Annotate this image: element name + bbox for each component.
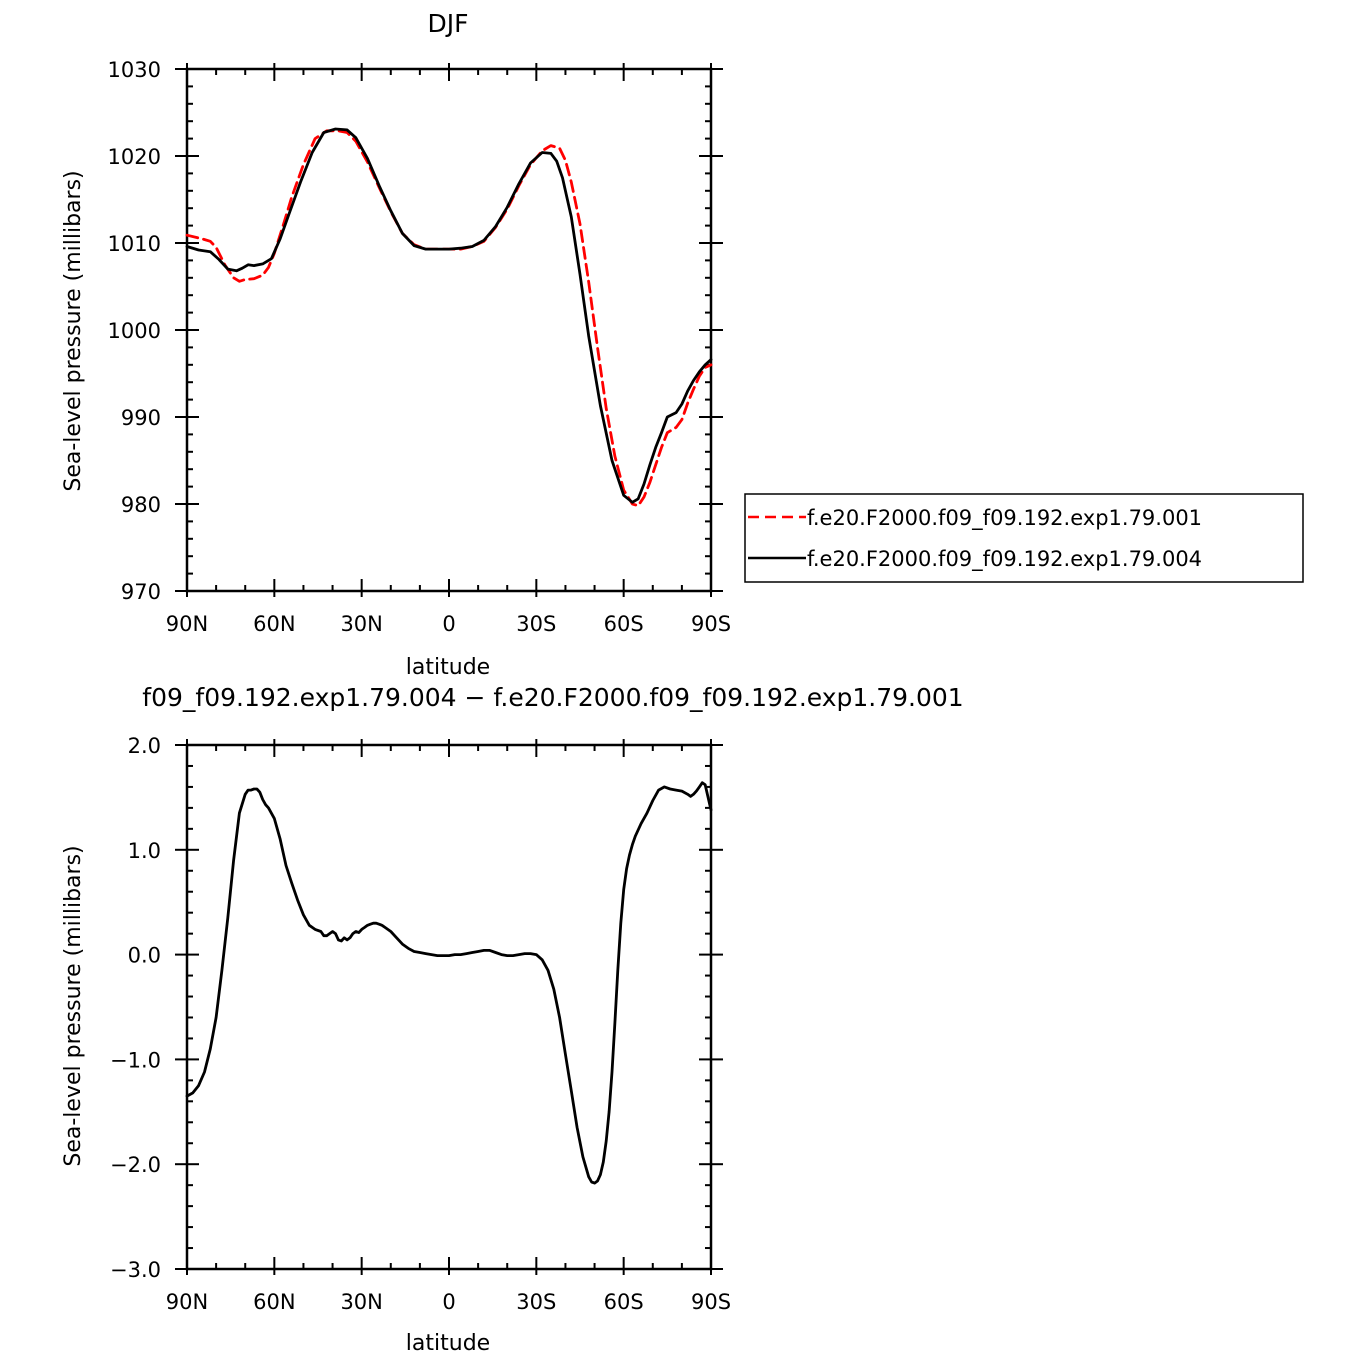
top-x-tick-label: 90N [166, 612, 208, 636]
bottom-y-tick-label: −1.0 [110, 1048, 161, 1072]
top-y-tick-label: 1010 [108, 232, 161, 256]
bottom-y-tick-label: −3.0 [110, 1258, 161, 1282]
bottom-y-tick-label: −2.0 [110, 1153, 161, 1177]
bottom-plot-area: 90N 60N 30N 0 30S 60S 90S 2.0 1.0 0.0 −1.0 −2.0 −3.0 [110, 734, 731, 1314]
top-x-tick-label: 60N [253, 612, 295, 636]
bottom-y-tick-label: 1.0 [128, 839, 161, 863]
bottom-x-axis-title: latitude [406, 1331, 490, 1356]
legend: f.e20.F2000.f09_f09.192.exp1.79.001 f.e2… [744, 493, 1304, 583]
bottom-y-axis-title: Sea-level pressure (millibars) [61, 845, 86, 1166]
top-series-line-2 [185, 127, 713, 504]
top-y-tick-label: 1000 [108, 319, 161, 343]
top-x-tick-label: 30N [340, 612, 382, 636]
top-y-axis-title: Sea-level pressure (millibars) [61, 170, 86, 491]
top-y-tick-label: 970 [121, 580, 161, 604]
bottom-x-tick-label: 60S [604, 1290, 644, 1314]
top-plot-area: 90N 60N 30N 0 30S 60S 90S 1030 1020 1010 1000 990 98… [108, 58, 731, 636]
bottom-chart-title: f09_f09.192.exp1.79.004 − f.e20.F2000.f0… [142, 683, 963, 712]
top-chart-title: DJF [427, 9, 468, 38]
top-x-axis-title: latitude [406, 655, 490, 680]
top-x-tick-label: 60S [604, 612, 644, 636]
bottom-x-tick-label: 30N [340, 1290, 382, 1314]
bottom-x-tick-label: 90S [691, 1290, 731, 1314]
bottom-x-tick-label: 30S [516, 1290, 556, 1314]
top-x-tick-label: 90S [691, 612, 731, 636]
bottom-panel: f09_f09.192.exp1.79.004 − f.e20.F2000.f0… [61, 683, 964, 1356]
top-x-tick-label: 30S [516, 612, 556, 636]
legend-label-series-1: f.e20.F2000.f09_f09.192.exp1.79.001 [807, 506, 1202, 531]
top-y-tick-label: 990 [121, 406, 161, 430]
legend-label-series-2: f.e20.F2000.f09_f09.192.exp1.79.004 [807, 547, 1202, 572]
legend-box [744, 493, 1304, 583]
top-y-tick-label: 1020 [108, 145, 161, 169]
bottom-x-tick-label: 0 [442, 1290, 455, 1314]
top-y-tick-label: 980 [121, 493, 161, 517]
top-panel: DJF Sea-level pressure (millibars) latit… [61, 9, 1304, 680]
bottom-x-tick-label: 90N [166, 1290, 208, 1314]
bottom-y-tick-label: 0.0 [128, 944, 161, 968]
bottom-y-tick-label: 2.0 [128, 734, 161, 758]
bottom-x-tick-label: 60N [253, 1290, 295, 1314]
bottom-series-line-1 [185, 781, 713, 1185]
top-x-tick-label: 0 [442, 612, 455, 636]
top-y-tick-label: 1030 [108, 58, 161, 82]
